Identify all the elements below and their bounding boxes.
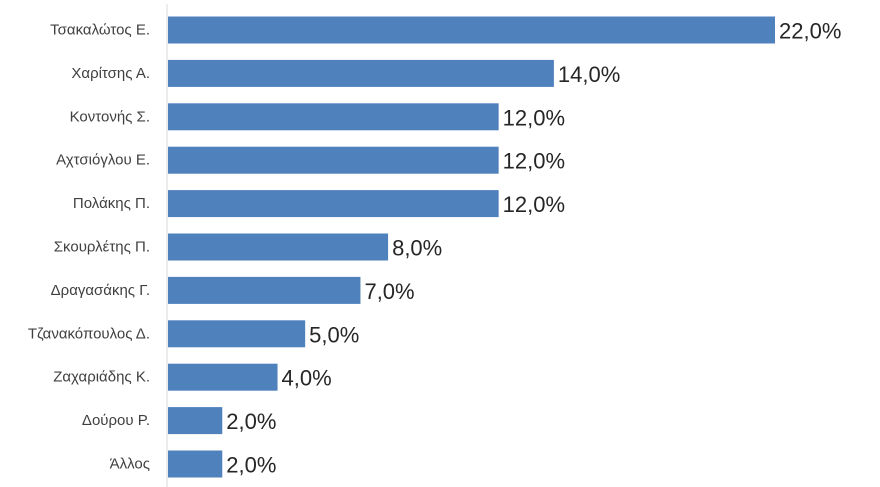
data-labels-group: 22,0% 14,0% 12,0% 12,0% 12,0% 8,0% 7,0%5,0% 4,0… [226, 19, 841, 478]
category-label: Δραγασάκης Γ. [51, 282, 150, 299]
data-label: 14,0% [558, 62, 620, 87]
category-label: Άλλος [110, 456, 150, 473]
data-label: 4,0% [282, 366, 332, 391]
bar [168, 233, 389, 261]
category-label: Τσακαλώτος Ε. [50, 22, 150, 39]
data-label: 12,0% [503, 192, 565, 217]
bar [168, 276, 361, 304]
category-label: Τζανακόπουλος Δ. [28, 325, 150, 342]
bar [168, 103, 499, 131]
bars-group [168, 16, 775, 478]
data-label: 2,0% [226, 409, 276, 434]
data-label: 12,0% [503, 105, 565, 130]
data-label: 2,0% [226, 453, 276, 478]
bar [168, 320, 306, 348]
data-label: 5,0% [309, 322, 359, 347]
category-label: Πολάκης Π. [73, 195, 150, 212]
category-label: Αχτσιόγλου Ε. [56, 152, 150, 169]
bar [168, 16, 775, 44]
bar [168, 146, 499, 174]
category-label: Κοντονής Σ. [70, 108, 150, 125]
bar [168, 363, 278, 391]
category-label: Ζαχαριάδης Κ. [53, 369, 150, 386]
data-label: 8,0% [392, 236, 442, 261]
bar [168, 407, 223, 435]
bar [168, 450, 223, 478]
bar [168, 190, 499, 218]
data-label: 7,0% [364, 279, 414, 304]
category-label: Σκουρλέτης Π. [54, 239, 150, 256]
data-label: 22,0% [779, 19, 841, 44]
data-label: 12,0% [503, 149, 565, 174]
bar [168, 59, 554, 87]
category-label: Χαρίτσης Α. [71, 65, 150, 82]
category-labels-group: Τσακαλώτος Ε. Χαρίτσης Α. Κοντονής Σ. Αχτσι… [28, 22, 150, 473]
category-label: Δούρου Ρ. [82, 412, 150, 429]
